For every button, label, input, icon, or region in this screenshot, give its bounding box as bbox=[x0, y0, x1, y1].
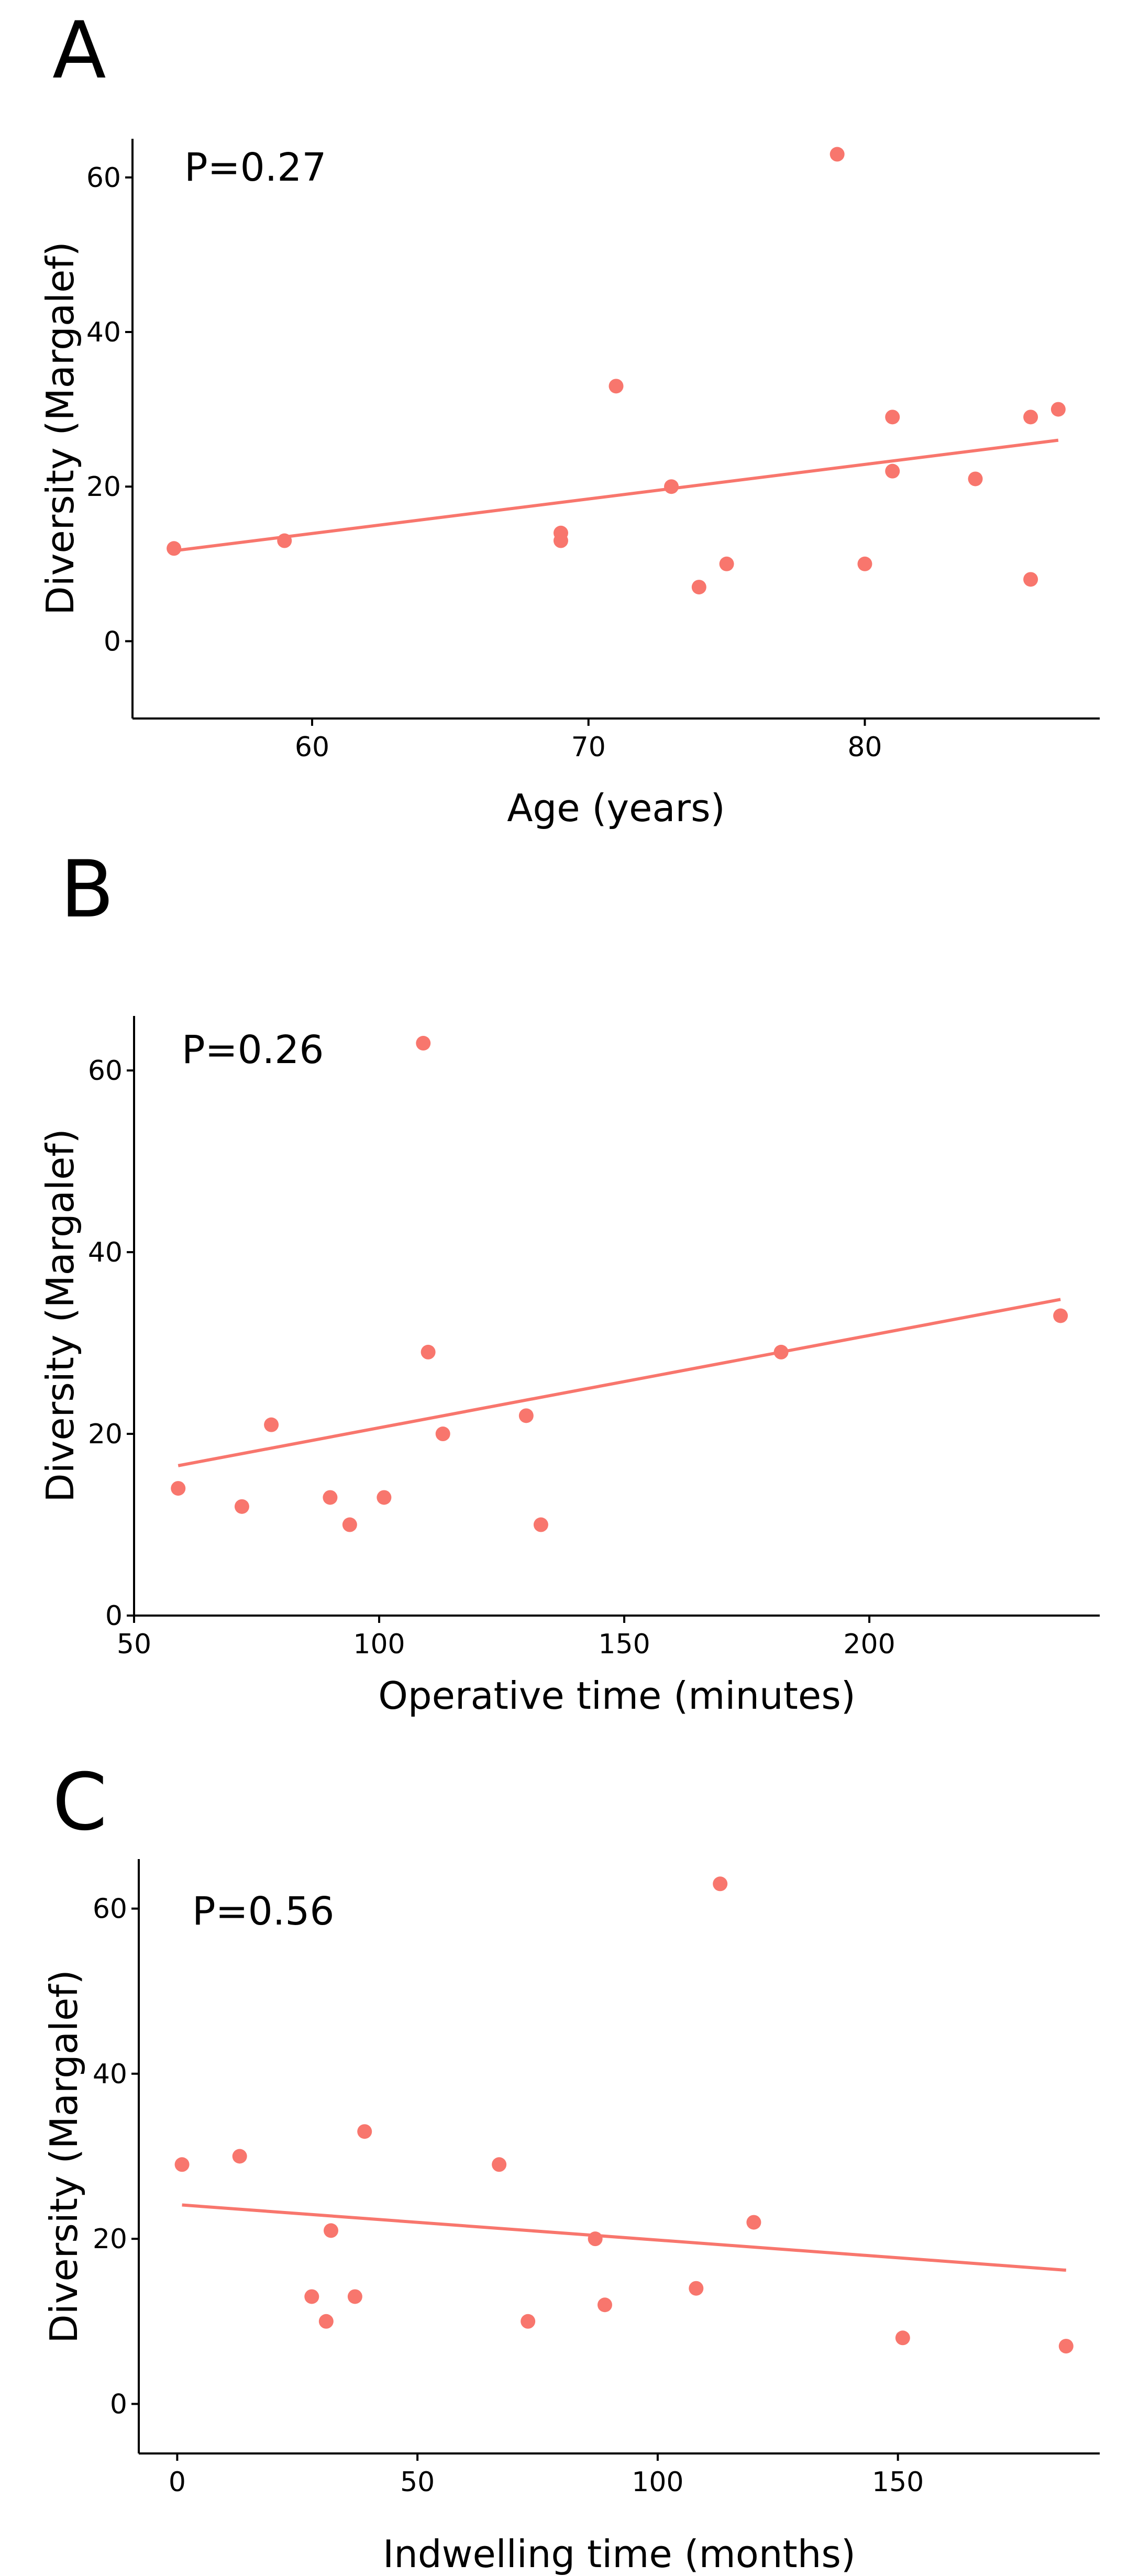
panel-a-y-tick-label: 0 bbox=[104, 626, 121, 657]
panel-b-data-point bbox=[377, 1490, 392, 1505]
panel-c-data-point bbox=[318, 2314, 334, 2329]
panel-a-x-tick-label: 80 bbox=[847, 732, 882, 763]
panel-c-letter: C bbox=[52, 1757, 107, 1848]
panel-a-y-tick-label: 20 bbox=[86, 471, 121, 503]
panel-c-data-point bbox=[174, 2157, 190, 2172]
panel-a-letter: A bbox=[52, 5, 106, 96]
panel-c-y-tick-label: 40 bbox=[93, 2059, 127, 2090]
panel-c-y-tick-label: 20 bbox=[93, 2224, 127, 2255]
panel-b-data-point bbox=[171, 1481, 186, 1496]
panel-a-x-axis-title: Age (years) bbox=[507, 786, 725, 830]
panel-a-data-point bbox=[167, 541, 182, 556]
panel-a-x-tick-label: 70 bbox=[571, 732, 606, 763]
panel-a-data-point bbox=[691, 580, 706, 595]
panel-b-y-tick-label: 20 bbox=[88, 1419, 123, 1450]
panel-c-data-point bbox=[324, 2223, 338, 2238]
panel-c-data-point bbox=[588, 2231, 603, 2247]
panel-b-y-tick-label: 60 bbox=[88, 1055, 123, 1087]
panel-c-y-tick-label: 0 bbox=[110, 2389, 127, 2420]
panel-c: C 0 20 40 60 0 50 100 150 P=0.56 Indwelling time (… bbox=[42, 1757, 1100, 2576]
panel-b-x-tick-label: 200 bbox=[843, 1629, 895, 1660]
panel-c-fit-line bbox=[182, 2203, 1066, 2272]
panel-a-data-point bbox=[885, 410, 900, 425]
panel-b-data-point bbox=[323, 1490, 338, 1505]
panel-b-x-axis-title: Operative time (minutes) bbox=[378, 1674, 856, 1718]
panel-c-data-point bbox=[1058, 2339, 1074, 2354]
panel-a: A 0 20 40 60 60 70 80 P=0.27 Age (years) Diversity… bbox=[38, 5, 1100, 830]
panel-c-x-axis-title: Indwelling time (months) bbox=[383, 2532, 856, 2576]
panel-c-data-point bbox=[597, 2297, 612, 2313]
panel-c-data-point bbox=[895, 2330, 910, 2346]
panel-b-data-point bbox=[773, 1344, 789, 1359]
panel-a-fit-line bbox=[173, 438, 1059, 552]
panel-b-y-tick-label: 40 bbox=[88, 1237, 123, 1268]
panel-a-data-point bbox=[719, 556, 734, 571]
panel-b-data-point bbox=[518, 1408, 534, 1423]
panel-b-y-axis-title: Diversity (Margalef) bbox=[38, 1129, 82, 1502]
panel-c-x-tick-label: 50 bbox=[400, 2467, 435, 2498]
panel-a-data-point bbox=[857, 556, 872, 571]
panel-b-data-point bbox=[234, 1499, 249, 1514]
panel-c-data-point bbox=[713, 1876, 728, 1892]
panel-b-letter: B bbox=[60, 844, 114, 935]
panel-c-y-tick-label: 60 bbox=[93, 1894, 127, 1925]
panel-c-data-point bbox=[304, 2289, 319, 2304]
panel-b-fit-line bbox=[178, 1298, 1061, 1467]
panel-b-y-tick-label: 0 bbox=[105, 1600, 123, 1632]
panel-b-data-point bbox=[435, 1427, 450, 1442]
panel-c-data-point bbox=[347, 2289, 362, 2304]
panel-c-x-tick-label: 0 bbox=[169, 2467, 186, 2498]
panel-c-x-tick-label: 100 bbox=[632, 2467, 683, 2498]
panel-c-data-point bbox=[232, 2149, 247, 2164]
panel-a-data-point bbox=[1050, 402, 1066, 417]
panel-b: B 0 20 40 60 50 100 150 200 P=0.26 Operative time … bbox=[38, 844, 1100, 1718]
panel-a-data-point bbox=[609, 379, 624, 394]
panel-a-data-point bbox=[277, 533, 292, 548]
panel-b-data-point bbox=[342, 1517, 357, 1532]
panel-b-x-tick-label: 50 bbox=[117, 1629, 151, 1660]
panel-a-data-point bbox=[553, 533, 568, 548]
panel-b-data-point bbox=[421, 1344, 436, 1359]
panel-a-y-axis-title: Diversity (Margalef) bbox=[38, 241, 82, 615]
panel-c-data-point bbox=[521, 2314, 536, 2329]
panel-a-data-point bbox=[885, 463, 900, 479]
panel-c-data-point bbox=[357, 2124, 372, 2139]
panel-b-x-tick-label: 150 bbox=[598, 1629, 650, 1660]
panel-c-data-point bbox=[689, 2281, 704, 2296]
panel-a-data-point bbox=[664, 479, 679, 494]
panel-b-x-tick-label: 100 bbox=[353, 1629, 405, 1660]
panel-b-data-point bbox=[416, 1036, 431, 1051]
panel-b-data-point bbox=[533, 1517, 548, 1532]
panel-c-x-tick-label: 150 bbox=[872, 2467, 924, 2498]
panel-b-data-point bbox=[1053, 1308, 1068, 1323]
panel-c-data-point bbox=[492, 2157, 507, 2172]
panel-b-data-point bbox=[264, 1417, 279, 1432]
panel-a-data-point bbox=[1023, 572, 1038, 587]
panel-b-p-value: P=0.26 bbox=[182, 1027, 324, 1073]
panel-a-y-tick-label: 40 bbox=[86, 317, 121, 348]
panel-a-p-value: P=0.27 bbox=[184, 145, 326, 190]
panel-a-data-point bbox=[830, 147, 845, 162]
panel-a-x-tick-label: 60 bbox=[295, 732, 329, 763]
panel-a-data-point bbox=[1023, 410, 1038, 425]
panel-a-y-tick-label: 60 bbox=[86, 162, 121, 194]
panel-c-data-point bbox=[746, 2215, 761, 2230]
panel-a-data-point bbox=[968, 471, 983, 487]
panel-c-p-value: P=0.56 bbox=[192, 1889, 334, 1934]
panel-c-y-axis-title: Diversity (Margalef) bbox=[42, 1970, 86, 2343]
